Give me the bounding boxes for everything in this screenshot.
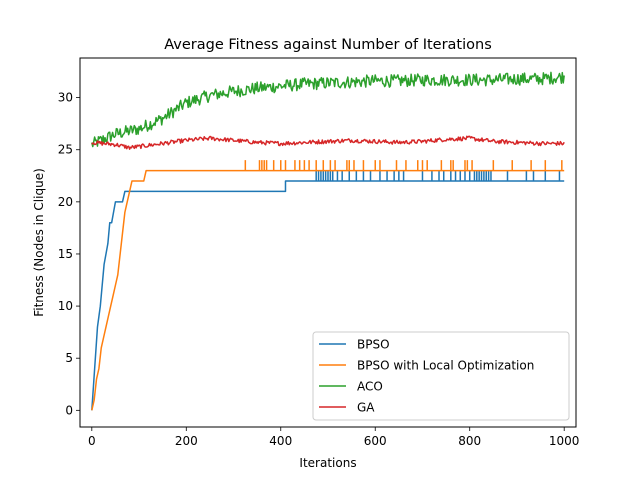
- series-line: [91, 170, 565, 411]
- legend-box: [312, 331, 570, 421]
- legend: BPSO BPSO with Local Optimization ACO GA: [312, 331, 570, 421]
- x-tick-label: 200: [175, 434, 198, 448]
- legend-label: BPSO: [357, 338, 390, 352]
- y-tick-label: 0: [65, 403, 73, 417]
- y-axis-label: Fitness (Nodes in Clique): [32, 168, 46, 317]
- y-tick-label: 5: [65, 351, 73, 365]
- y-tick-label: 15: [58, 247, 73, 261]
- plot-frame: [79, 57, 577, 428]
- series-line: [91, 135, 565, 150]
- legend-label: ACO: [357, 380, 383, 394]
- x-tick-label: 400: [269, 434, 292, 448]
- x-axis: 0 200 400 600 800 1000: [88, 427, 579, 448]
- series-line: [91, 71, 565, 148]
- series-layer: [91, 71, 565, 411]
- x-tick-label: 0: [88, 434, 96, 448]
- chart-title: Average Fitness against Number of Iterat…: [164, 37, 492, 53]
- y-tick-label: 10: [58, 299, 73, 313]
- legend-label: GA: [357, 401, 375, 415]
- series-line: [91, 160, 565, 411]
- x-tick-label: 1000: [549, 434, 580, 448]
- y-tick-label: 25: [58, 143, 73, 157]
- x-tick-label: 800: [458, 434, 481, 448]
- y-axis: 0 5 10 15 20 25 30: [58, 91, 80, 417]
- y-tick-label: 30: [58, 91, 73, 105]
- legend-label: BPSO with Local Optimization: [357, 359, 534, 373]
- x-axis-label: Iterations: [299, 456, 356, 470]
- y-tick-label: 20: [58, 195, 73, 209]
- x-tick-label: 600: [364, 434, 387, 448]
